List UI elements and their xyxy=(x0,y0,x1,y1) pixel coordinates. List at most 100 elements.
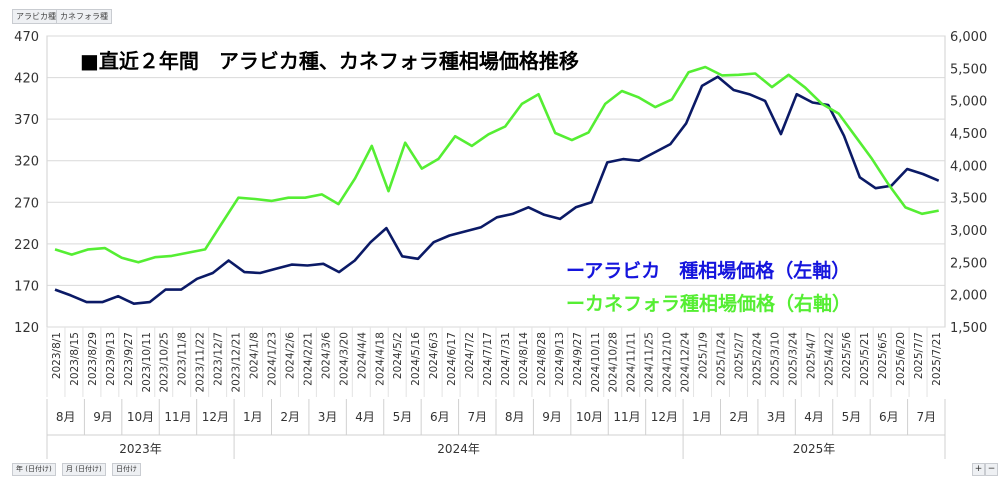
x-tick-label: 2025/3/10 xyxy=(769,332,781,386)
y-left-tick-label: 370 xyxy=(14,113,39,128)
y-right-tick-label: 2,500 xyxy=(950,256,987,271)
x-tick-label: 2025/1/24 xyxy=(716,332,728,386)
x-tick-label: 2024/5/16 xyxy=(410,332,422,386)
x-tick-label: 2024/9/13 xyxy=(554,332,566,386)
month-label: 10月 xyxy=(576,410,603,424)
month-label: 9月 xyxy=(542,410,562,424)
x-tick-label: 2023/10/25 xyxy=(159,332,171,393)
field-button-canephora[interactable]: カネフォラ種 xyxy=(56,9,112,24)
x-tick-label: 2024/5/2 xyxy=(392,332,404,379)
field-button-arabica[interactable]: アラビカ種 xyxy=(12,9,60,24)
x-tick-label: 2024/4/4 xyxy=(356,332,368,379)
x-axis-date-labels: 2023/8/1 2023/8/15 2023/8/29 2023/9/13 2023/… xyxy=(46,327,943,397)
month-label: 1月 xyxy=(692,410,712,424)
x-tick-label: 2024/12/24 xyxy=(680,332,692,393)
month-label: 10月 xyxy=(127,410,154,424)
y-right-tick-label: 6,000 xyxy=(950,30,987,45)
x-tick-label: 2023/8/1 xyxy=(51,332,63,379)
x-tick-label: 2024/11/25 xyxy=(644,332,656,393)
filter-date-button[interactable]: 日付け xyxy=(112,463,141,476)
plot-area xyxy=(46,35,946,328)
month-label: 8月 xyxy=(505,410,525,424)
y-right-tick-label: 4,500 xyxy=(950,127,987,142)
x-tick-label: 2025/4/7 xyxy=(805,332,817,379)
x-tick-label: 2024/3/6 xyxy=(320,332,332,379)
filter-month-button[interactable]: 月 (日付け) xyxy=(62,463,106,476)
month-label: 11月 xyxy=(613,410,640,424)
x-tick-label: 2024/4/18 xyxy=(374,332,386,386)
month-label: 2月 xyxy=(280,410,300,424)
x-tick-label: 2023/12/7 xyxy=(213,332,225,386)
month-label: 1月 xyxy=(243,410,263,424)
year-label: 2023年 xyxy=(119,442,162,456)
x-tick-label: 2024/7/31 xyxy=(500,332,512,386)
x-tick-label: 2025/1/9 xyxy=(698,332,710,379)
y-left-tick-label: 320 xyxy=(14,155,39,170)
arabica-series-line xyxy=(54,75,940,306)
x-tick-label: 2024/1/8 xyxy=(249,332,261,379)
y-left-tick-label: 470 xyxy=(14,30,39,45)
y-right-tick-label: 2,000 xyxy=(950,289,987,304)
month-label: 7月 xyxy=(467,410,487,424)
x-tick-label: 2025/5/21 xyxy=(859,332,871,386)
canephora-series-line xyxy=(54,65,939,264)
x-tick-label: 2024/10/28 xyxy=(608,332,620,393)
legend-canephora: ーカネフォラ種相場価格（右軸） xyxy=(566,292,851,315)
series-lines xyxy=(54,65,940,306)
x-tick-label: 2023/9/27 xyxy=(123,332,135,386)
x-tick-label: 2024/7/17 xyxy=(482,332,494,386)
x-tick-label: 2025/4/22 xyxy=(823,332,835,386)
y-right-tick-label: 4,000 xyxy=(950,159,987,174)
month-label: 6月 xyxy=(879,410,899,424)
month-label: 6月 xyxy=(430,410,450,424)
y-left-tick-label: 220 xyxy=(14,238,39,253)
y-right-tick-label: 3,000 xyxy=(950,224,987,239)
x-tick-label: 2023/8/15 xyxy=(69,332,81,386)
x-tick-label: 2024/9/27 xyxy=(572,332,584,386)
x-tick-label: 2024/7/2 xyxy=(464,332,476,379)
x-tick-label: 2025/6/20 xyxy=(895,332,907,386)
month-label: 12月 xyxy=(202,410,229,424)
month-label: 2月 xyxy=(729,410,749,424)
x-tick-label: 2023/12/21 xyxy=(231,332,243,393)
x-axis-month-year-groups: 8月 9月 10月 11月 12月 1月 2月 3月 4月 5月 6月 7月 8月 9月 10月 11月 12月… xyxy=(46,399,946,459)
y-left-tick-label: 170 xyxy=(14,279,39,294)
filter-year-button[interactable]: 年 (日付け) xyxy=(12,463,56,476)
y-left-tick-label: 270 xyxy=(14,196,39,211)
x-tick-label: 2024/2/6 xyxy=(284,332,296,379)
zoom-in-button[interactable]: + xyxy=(972,463,985,476)
y-right-tick-label: 5,000 xyxy=(950,95,987,110)
month-label: 5月 xyxy=(842,410,862,424)
x-tick-label: 2024/2/21 xyxy=(302,332,314,386)
y-right-tick-label: 3,500 xyxy=(950,192,987,207)
y-right-tick-label: 1,500 xyxy=(950,321,987,336)
x-tick-label: 2024/10/11 xyxy=(590,332,602,393)
x-tick-label: 2025/3/24 xyxy=(787,332,799,386)
x-tick-label: 2024/8/14 xyxy=(518,332,530,386)
x-tick-label: 2025/6/5 xyxy=(877,332,889,379)
x-tick-label: 2023/9/13 xyxy=(105,332,117,386)
x-tick-label: 2024/6/3 xyxy=(428,332,440,379)
month-label: 3月 xyxy=(318,410,338,424)
year-label: 2025年 xyxy=(793,442,836,456)
x-tick-label: 2025/7/21 xyxy=(931,332,943,386)
month-label: 7月 xyxy=(916,410,936,424)
month-label: 11月 xyxy=(164,410,191,424)
x-tick-label: 2025/7/7 xyxy=(913,332,925,379)
x-tick-label: 2025/2/24 xyxy=(751,332,763,386)
y-left-tick-label: 420 xyxy=(14,72,39,87)
y-right-tick-label: 5,500 xyxy=(950,62,987,77)
y-axis-left: 120 170 220 270 320 370 420 470 xyxy=(14,30,39,336)
zoom-out-button[interactable]: − xyxy=(985,463,998,476)
month-label: 8月 xyxy=(56,410,76,424)
month-label: 5月 xyxy=(393,410,413,424)
x-tick-label: 2023/11/22 xyxy=(195,332,207,393)
x-tick-label: 2024/11/11 xyxy=(626,332,638,393)
x-tick-label: 2025/2/7 xyxy=(733,332,745,379)
x-tick-label: 2023/11/8 xyxy=(177,332,189,386)
x-tick-label: 2024/1/23 xyxy=(267,332,279,386)
month-label: 9月 xyxy=(93,410,113,424)
month-label: 4月 xyxy=(355,410,375,424)
